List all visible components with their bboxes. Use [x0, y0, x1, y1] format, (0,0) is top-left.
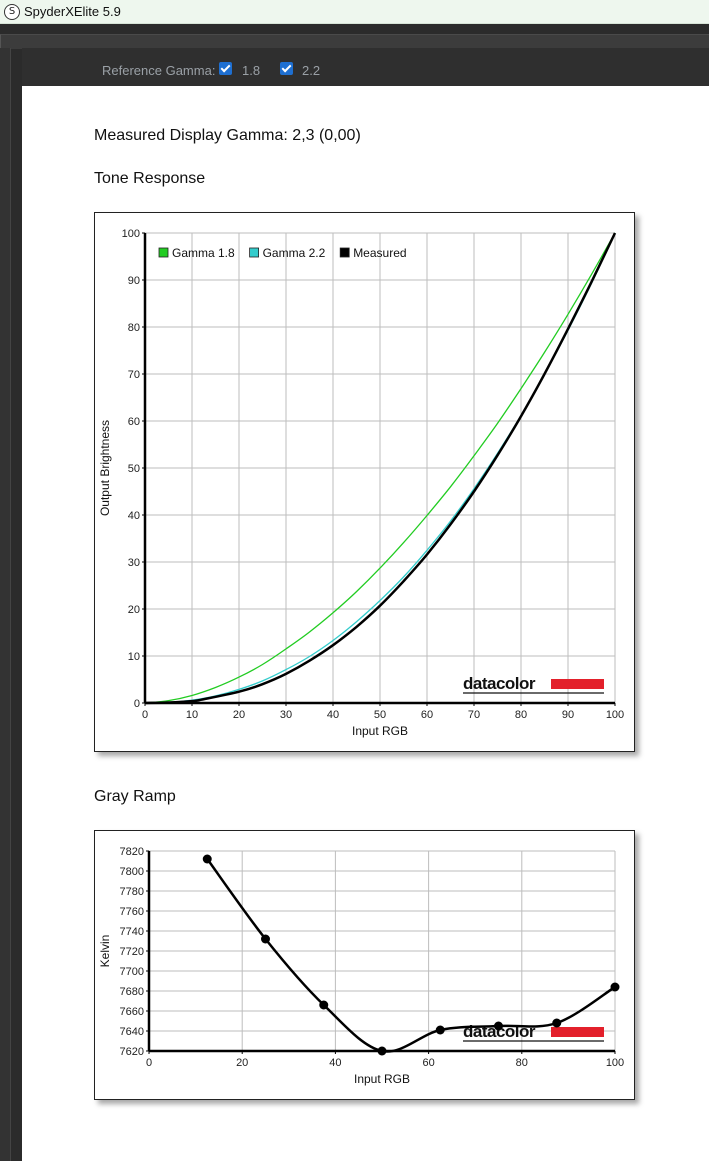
gray-ramp-chart: 0 20 40 60 80 100 7620 7640 7660 7680 7700 7720 7740…	[94, 830, 635, 1100]
legend-label-measured: Measured	[353, 246, 406, 260]
measured-gamma-heading: Measured Display Gamma: 2,3 (0,00)	[94, 127, 361, 144]
left-panel	[0, 48, 11, 1161]
y-tick-label: 7780	[120, 886, 144, 898]
app-logo-icon: S	[4, 4, 20, 20]
series-line-measured	[144, 232, 617, 705]
data-point	[552, 1018, 562, 1028]
tone-response-svg: 0 10 20 30 40 50 60 70 80 90 100 0 10 20 30 40 50 60 70 80 9…	[98, 228, 624, 738]
y-tick-label: 7820	[120, 846, 144, 858]
data-point	[494, 1021, 503, 1031]
x-tick-label: 0	[142, 709, 148, 721]
y-tick-label: 40	[128, 510, 140, 522]
y-tick-label: 10	[128, 651, 140, 663]
data-point	[261, 934, 270, 944]
menu-strip	[0, 34, 709, 49]
y-tick-label: 20	[128, 604, 140, 616]
y-tick-label: 30	[128, 557, 140, 569]
y-tick-label: 7760	[120, 906, 144, 918]
gamma-18-checkbox[interactable]	[219, 62, 232, 75]
title-bar: S SpyderXElite 5.9	[0, 0, 709, 24]
datacolor-logo-text: datacolor	[463, 674, 536, 693]
x-tick-label: 50	[374, 709, 386, 721]
y-axis-title: Output Brightness	[98, 420, 112, 516]
legend-swatch-measured	[339, 247, 350, 258]
data-point	[610, 982, 620, 992]
x-tick-label: 10	[186, 709, 198, 721]
y-tick-label: 7640	[120, 1026, 144, 1038]
y-tick-label: 7800	[120, 866, 144, 878]
datacolor-logo-bar	[551, 1027, 604, 1037]
y-tick-label: 100	[122, 228, 140, 240]
y-axis-title: Kelvin	[98, 935, 112, 968]
legend-swatch-gamma-2-2	[249, 247, 260, 258]
x-tick-label: 60	[421, 709, 433, 721]
y-tick-label: 60	[128, 416, 140, 428]
y-tick-label: 7720	[120, 946, 144, 958]
x-tick-label: 60	[422, 1057, 434, 1069]
gamma-22-checkbox[interactable]	[280, 62, 293, 75]
y-tick-label: 7660	[120, 1006, 144, 1018]
gamma-22-label[interactable]: 2.2	[302, 63, 321, 78]
reference-gamma-toolbar: Reference Gamma: 1.8 2.2	[22, 48, 709, 86]
x-tick-label: 20	[236, 1057, 248, 1069]
y-tick-label: 7680	[120, 986, 144, 998]
y-tick-label: 7620	[120, 1046, 144, 1058]
y-tick-label: 90	[128, 275, 140, 287]
x-tick-label: 30	[280, 709, 292, 721]
data-point	[377, 1046, 387, 1056]
gamma-18-label[interactable]: 1.8	[242, 63, 261, 78]
y-tick-label: 7700	[120, 966, 144, 978]
y-tick-label: 0	[134, 698, 140, 710]
gray-ramp-heading: Gray Ramp	[94, 788, 176, 805]
x-axis-title: Input RGB	[352, 724, 408, 738]
x-tick-label: 70	[468, 709, 480, 721]
y-tick-label: 80	[128, 322, 140, 334]
x-tick-label: 100	[606, 709, 624, 721]
y-tick-label: 7740	[120, 926, 144, 938]
data-point	[435, 1025, 445, 1035]
x-tick-label: 90	[562, 709, 574, 721]
x-tick-label: 80	[515, 709, 527, 721]
reference-gamma-label: Reference Gamma:	[102, 63, 216, 78]
tone-response-heading: Tone Response	[94, 170, 206, 187]
legend-swatch-gamma-1-8	[158, 247, 169, 258]
legend-label-gamma-1-8: Gamma 1.8	[172, 246, 235, 260]
gray-ramp-svg: 0 20 40 60 80 100 7620 7640 7660 7680 7700 7720 7740…	[98, 846, 624, 1086]
window-title: SpyderXElite 5.9	[24, 4, 121, 19]
x-tick-label: 20	[233, 709, 245, 721]
data-point	[202, 854, 212, 864]
series-line-gamma-1-8	[144, 232, 616, 704]
legend-label-gamma-2-2: Gamma 2.2	[263, 246, 326, 260]
x-tick-label: 0	[146, 1057, 152, 1069]
y-tick-label: 70	[128, 369, 140, 381]
datacolor-logo-bar	[551, 679, 604, 689]
x-tick-label: 100	[606, 1057, 624, 1069]
x-tick-label: 80	[516, 1057, 528, 1069]
x-axis-title: Input RGB	[354, 1072, 410, 1086]
report-panel: Measured Display Gamma: 2,3 (0,00) Tone …	[22, 86, 709, 1161]
data-point	[319, 1000, 329, 1010]
x-tick-label: 40	[327, 709, 339, 721]
x-tick-label: 40	[329, 1057, 341, 1069]
y-tick-label: 50	[128, 463, 140, 475]
tone-response-chart: 0 10 20 30 40 50 60 70 80 90 100 0 10 20 30 40 50 60 70 80 9…	[94, 212, 635, 752]
